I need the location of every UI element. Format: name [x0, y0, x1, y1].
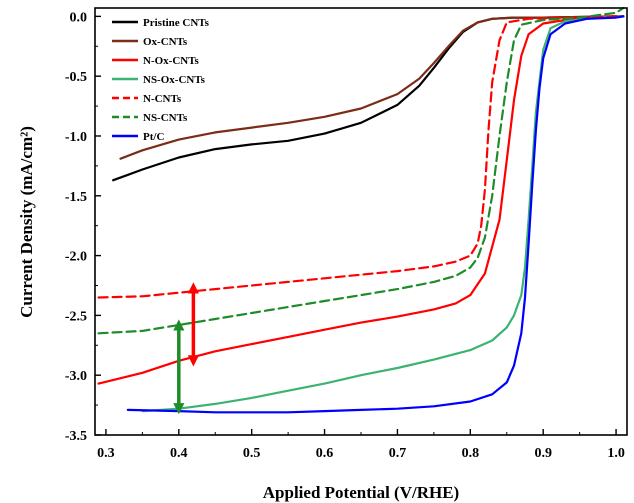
x-tick-label-4: 0.7: [389, 446, 407, 461]
legend-label-2: N-Ox-CNTs: [143, 55, 200, 67]
x-axis: 0.3 0.4 0.5 0.6 0.7 0.8 0.9 1.0: [97, 429, 625, 461]
y-tick-label-0: 0.0: [70, 10, 88, 25]
y-tick-label-6: -3.0: [65, 369, 87, 384]
x-tick-label-0: 0.3: [97, 446, 115, 461]
plot-frame: [94, 7, 628, 436]
x-tick-label-2: 0.5: [243, 446, 261, 461]
y-tick-label-2: -1.0: [65, 130, 87, 145]
series-line-6: [126, 15, 625, 414]
y-tick-label-7: -3.5: [65, 429, 87, 444]
series-line-2: [97, 15, 625, 385]
y-tick-label-4: -2.0: [65, 250, 87, 265]
y-tick-label-1: -0.5: [65, 70, 87, 85]
legend-label-4: N-CNTs: [143, 93, 182, 105]
x-tick-label-6: 0.9: [534, 446, 552, 461]
y-axis: 0.0 -0.5 -1.0 -1.5 -2.0 -2.5 -3.0 -3.5: [65, 10, 101, 444]
legend-label-5: NS-CNTs: [143, 112, 188, 124]
y-tick-label-3: -1.5: [65, 190, 87, 205]
y-tick-label-5: -2.5: [65, 309, 87, 324]
legend-label-6: Pt/C: [143, 131, 164, 143]
legend-label-0: Pristine CNTs: [143, 17, 210, 29]
legend-label-3: NS-Ox-CNTs: [143, 74, 206, 86]
x-tick-label-3: 0.6: [316, 446, 334, 461]
annotation-layer: [173, 282, 199, 415]
x-tick-label-7: 1.0: [607, 446, 625, 461]
series-line-3: [141, 15, 625, 413]
series-layer: [97, 6, 625, 414]
x-axis-title: Applied Potential (V/RHE): [263, 483, 459, 502]
legend: Pristine CNTs Ox-CNTs N-Ox-CNTs NS-Ox-CNTs N…: [112, 17, 210, 143]
y-axis-title: Current Density (mA/cm²): [17, 126, 36, 318]
series-line-4: [97, 15, 625, 299]
legend-label-1: Ox-CNTs: [143, 36, 188, 48]
x-tick-label-1: 0.4: [170, 446, 188, 461]
series-line-5: [97, 6, 625, 335]
x-tick-label-5: 0.8: [462, 446, 480, 461]
